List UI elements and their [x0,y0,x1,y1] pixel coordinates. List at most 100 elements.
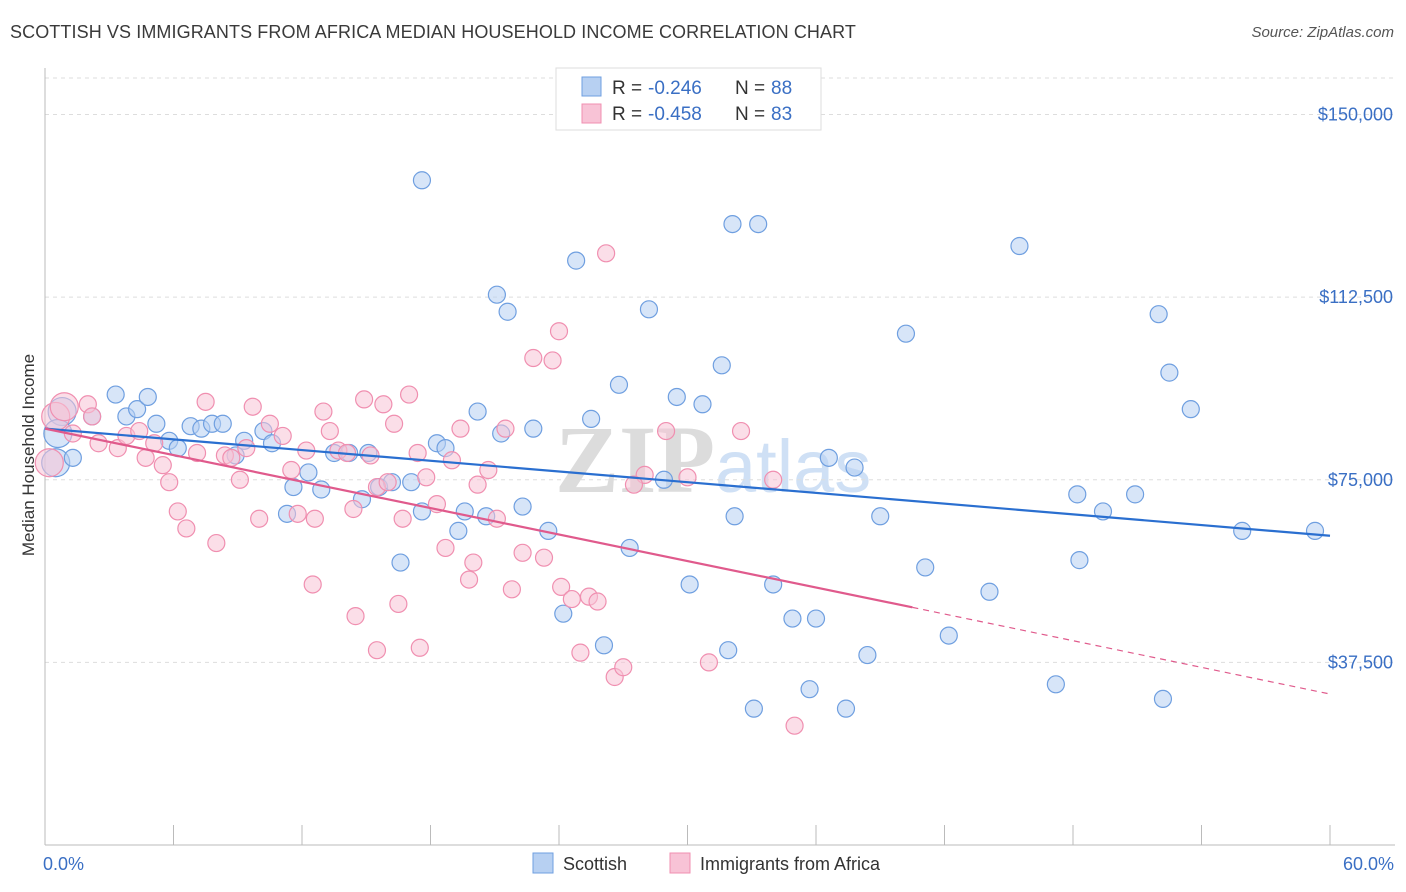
africa-point-14 [168,502,187,521]
africa-point-18 [207,533,226,553]
africa-point-79 [367,641,387,660]
scottish-point-80 [1160,363,1179,382]
scottish-point-66 [858,645,877,665]
africa-point-15 [177,519,196,538]
scottish-point-64 [836,699,856,718]
africa-point-62 [571,643,590,662]
scottish-point-58 [744,699,763,718]
africa-point-69 [656,421,676,441]
africa-point-6 [89,434,108,453]
legend-n-label-1: N = [735,78,770,99]
africa-point-26 [273,426,292,446]
bottom-legend: Scottish Immigrants from Africa [532,852,881,874]
africa-point-61 [562,589,581,609]
africa-point-39 [374,395,393,414]
africa-point-51 [468,475,487,494]
africa-point-54 [496,419,515,438]
scottish-point-65 [845,458,864,477]
africa-point-81 [389,594,408,614]
scottish-point-73 [1046,675,1065,694]
scottish-point-61 [800,680,819,699]
africa-point-32 [320,421,339,441]
africa-point-74 [764,470,783,489]
scottish-point-7 [127,400,147,419]
scottish-point-84 [412,171,432,190]
africa-point-16 [187,443,207,463]
africa-point-27 [282,460,301,480]
source-label: Source: ZipAtlas.com [1251,24,1394,41]
africa-point-41 [384,414,404,433]
africa-point-28 [288,504,307,523]
africa-point-36 [355,390,374,409]
legend: R = -0.246 N = 88 R = -0.458 N = 83 [555,67,822,131]
africa-point-13 [160,473,179,492]
africa-point-21 [230,470,249,489]
legend-n-value-1: 88 [771,78,792,99]
africa-point-17 [196,392,215,411]
x-tick-label-min: 0.0% [43,854,84,874]
scottish-point-47 [594,636,614,655]
watermark-zip: ZIP [555,406,715,513]
africa-point-55 [502,580,521,599]
scottish-point-75 [1070,551,1089,570]
africa-point-5 [83,407,102,426]
legend-r-value-2: -0.458 [648,104,702,125]
africa-point-24 [250,509,269,528]
scottish-point-79 [1153,689,1173,709]
y-tick-label-1: $75,000 [1328,470,1393,490]
scottish-point-83 [1305,521,1325,540]
africa-point-23 [243,397,262,416]
scottish-point-53 [680,575,699,594]
legend-swatch-scottish [581,76,602,97]
africa-point-59 [543,351,562,370]
scottish-point-71 [980,582,999,601]
scottish-point-40 [498,302,517,321]
africa-point-58 [534,548,554,567]
scottish-point-30 [391,553,410,572]
scottish-point-46 [582,409,601,428]
scottish-point-74 [1068,485,1087,504]
scottish-point-54 [693,395,712,414]
scottish-point-35 [449,521,468,540]
africa-point-12 [153,456,172,475]
scottish-point-69 [916,558,935,577]
scottish-point-87 [749,214,768,234]
x-tick-label-max: 60.0% [1343,854,1394,874]
scottish-point-78 [1149,305,1168,324]
africa-point-44 [408,443,427,463]
scottish-point-52 [667,387,686,407]
africa-point-0 [34,448,64,478]
scottish-point-60 [783,609,802,628]
scottish-point-81 [1181,400,1200,419]
africa-point-47 [436,538,455,558]
bottom-legend-swatch-africa [669,852,691,874]
legend-n-label-2: N = [735,104,770,125]
scottish-point-72 [1010,236,1029,256]
trend-lines [44,427,1331,695]
africa-point-31 [314,402,333,421]
trend-line-scottish [44,427,1331,537]
africa-point-57 [524,348,543,368]
africa-point-30 [305,509,324,528]
scottish-point-15 [213,414,232,433]
bottom-legend-swatch-scottish [532,852,554,874]
africa-point-20 [222,448,241,467]
y-tick-label-0: $37,500 [1328,652,1393,672]
africa-point-72 [731,421,751,441]
africa-point-65 [597,244,616,263]
trend-line-africa-extension [912,606,1331,695]
africa-point-71 [699,653,719,672]
africa-point-2 [49,392,79,422]
africa-point-75 [549,322,569,341]
africa-point-25 [260,414,279,433]
bottom-legend-label-africa: Immigrants from Africa [700,854,881,874]
africa-point-73 [785,716,804,735]
africa-point-49 [451,419,470,438]
scottish-point-86 [723,214,742,234]
scottish-point-48 [609,375,629,394]
y-tick-labels: $37,500 $75,000 $112,500 $150,000 [1318,105,1393,673]
africa-point-22 [237,439,256,458]
africa-point-76 [624,475,644,494]
scottish-point-37 [468,402,487,421]
africa-point-40 [378,473,397,492]
